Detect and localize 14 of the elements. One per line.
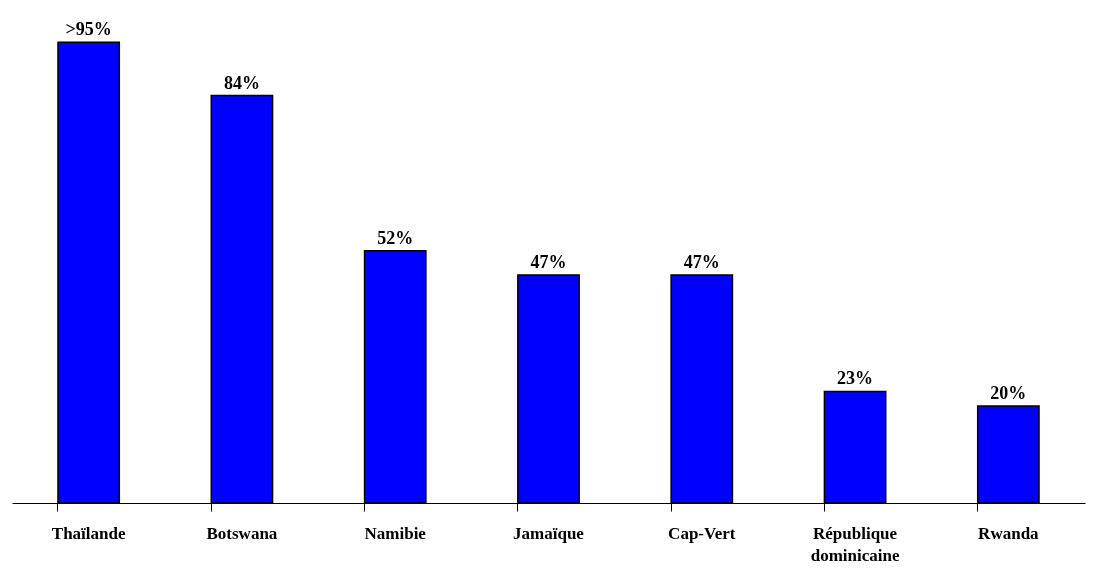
data-label: 47% [683, 252, 720, 273]
x-tick-label: Cap-Vert [668, 523, 736, 543]
x-tick-label: Botswana [206, 523, 278, 543]
data-label: 20% [990, 383, 1027, 403]
data-label: 52% [377, 227, 414, 248]
x-tick-label: Namibie [364, 523, 427, 543]
data-label: 23% [837, 368, 874, 389]
x-tick-label: République dominicaine [810, 523, 900, 565]
x-tick-label: Rwanda [978, 523, 1040, 543]
x-tick-label: Thaïlande [51, 523, 126, 543]
data-label: >95% [65, 19, 112, 40]
x-tick-label: Jamaïque [513, 523, 585, 543]
data-label: 47% [530, 252, 567, 273]
data-label: 84% [223, 72, 260, 93]
